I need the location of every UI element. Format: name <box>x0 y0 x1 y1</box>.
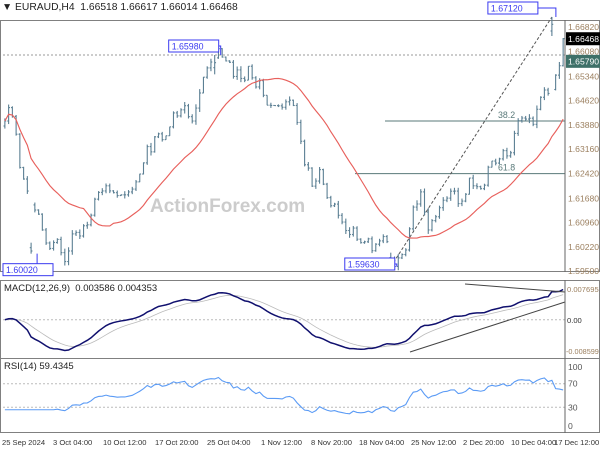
svg-text:8 Nov 20:00: 8 Nov 20:00 <box>311 438 352 447</box>
svg-text:61.8: 61.8 <box>498 163 515 173</box>
svg-text:0: 0 <box>568 421 573 431</box>
svg-text:100: 100 <box>568 362 583 372</box>
svg-text:1.67120: 1.67120 <box>491 3 523 13</box>
svg-text:1.63880: 1.63880 <box>568 120 599 130</box>
svg-text:18 Nov 04:00: 18 Nov 04:00 <box>359 438 404 447</box>
svg-text:10 Dec 04:00: 10 Dec 04:00 <box>511 438 556 447</box>
svg-text:1.62420: 1.62420 <box>568 169 599 179</box>
svg-text:RSI(14) 59.4345: RSI(14) 59.4345 <box>4 361 74 372</box>
svg-text:1.59500: 1.59500 <box>568 266 599 276</box>
svg-text:-0.008599: -0.008599 <box>566 347 599 356</box>
svg-text:1.63160: 1.63160 <box>568 144 599 154</box>
svg-text:1.64620: 1.64620 <box>568 95 599 105</box>
svg-text:25 Oct 04:00: 25 Oct 04:00 <box>207 438 250 447</box>
svg-text:17 Dec 12:00: 17 Dec 12:00 <box>554 438 599 447</box>
svg-text:17 Oct 20:00: 17 Oct 20:00 <box>155 438 198 447</box>
svg-text:1.65980: 1.65980 <box>172 41 204 51</box>
svg-text:1.59630: 1.59630 <box>348 259 380 269</box>
svg-text:1.60020: 1.60020 <box>6 265 38 275</box>
svg-text:38.2: 38.2 <box>498 110 515 120</box>
svg-text:1.61680: 1.61680 <box>568 193 599 203</box>
svg-text:10 Oct 12:00: 10 Oct 12:00 <box>103 438 146 447</box>
svg-text:1.66468: 1.66468 <box>568 34 599 44</box>
svg-text:0.00: 0.00 <box>567 316 582 325</box>
svg-text:1.60220: 1.60220 <box>568 242 599 252</box>
svg-text:0.007695: 0.007695 <box>567 285 599 294</box>
svg-text:25 Sep 2024: 25 Sep 2024 <box>2 438 45 447</box>
svg-text:1.66820: 1.66820 <box>568 22 599 32</box>
svg-text:MACD(12,26,9) 0.003586 0.0043: MACD(12,26,9) 0.003586 0.004353 <box>4 283 157 294</box>
svg-text:1.65790: 1.65790 <box>568 57 599 67</box>
svg-text:ActionForex.com: ActionForex.com <box>150 196 305 217</box>
svg-text:30: 30 <box>568 402 578 412</box>
svg-text:2 Dec 20:00: 2 Dec 20:00 <box>463 438 504 447</box>
svg-text:1.60960: 1.60960 <box>568 217 599 227</box>
svg-text:1 Nov 12:00: 1 Nov 12:00 <box>261 438 302 447</box>
svg-text:1.65340: 1.65340 <box>568 71 599 81</box>
svg-text:3 Oct 04:00: 3 Oct 04:00 <box>53 438 92 447</box>
svg-text:70: 70 <box>568 379 578 389</box>
svg-text:25 Nov 12:00: 25 Nov 12:00 <box>411 438 456 447</box>
